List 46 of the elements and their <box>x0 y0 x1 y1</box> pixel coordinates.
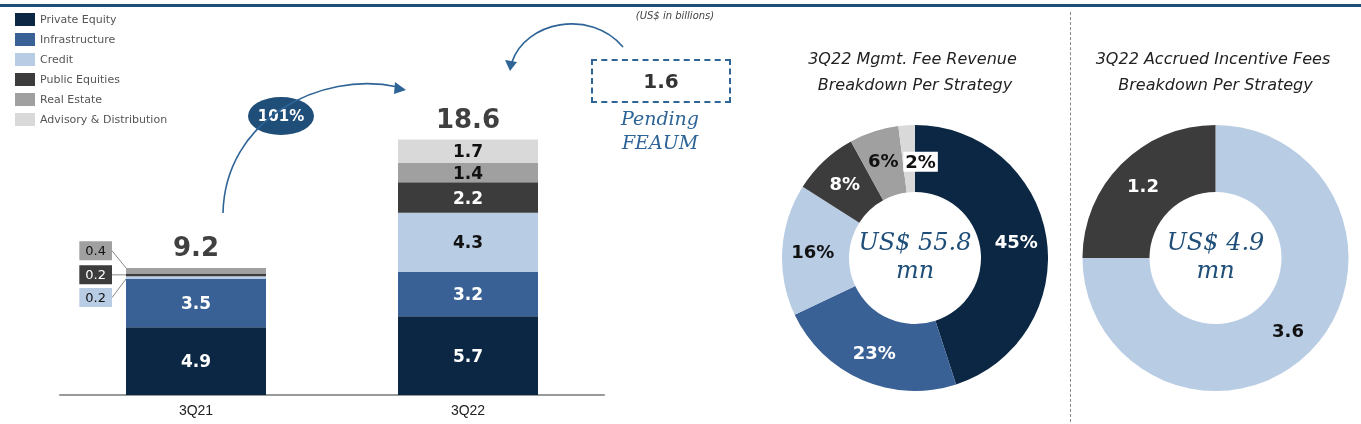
data-label: 16% <box>791 241 835 263</box>
x-tick-label: 3Q21 <box>178 402 214 418</box>
total-label: 18.6 <box>435 103 501 134</box>
bar <box>398 316 538 395</box>
text: 101% <box>248 97 314 135</box>
legend-label: Real Estate <box>40 93 103 106</box>
x-tick-label: 3Q22 <box>450 402 486 418</box>
data-label: 0.2 <box>85 267 106 283</box>
data-label: 0.4 <box>85 243 106 259</box>
data-label: 1.4 <box>452 162 484 183</box>
data-label: 4.9 <box>180 351 212 372</box>
text: 1.6 <box>591 59 731 103</box>
bar <box>398 272 538 317</box>
bar <box>126 279 266 328</box>
data-label: 1.2 <box>1127 175 1159 197</box>
text: US$ 55.8 mn <box>857 228 973 284</box>
legend-label: Private Equity <box>40 13 118 26</box>
text: (US$ in billions) <box>634 10 716 21</box>
data-label: 2.2 <box>452 187 484 208</box>
data-label: 5.7 <box>452 345 484 366</box>
legend-label: Public Equities <box>40 73 121 86</box>
chart-title: 3Q22 Accrued Incentive Fees Breakdown Per Strategy <box>1095 48 1336 94</box>
data-label: 1.7 <box>452 141 484 162</box>
data-label: 6% <box>868 150 899 172</box>
chart-title: 3Q22 Mgmt. Fee Revenue Breakdown Per Strategy <box>808 48 1022 94</box>
legend-label: Credit <box>40 53 74 66</box>
bar <box>398 182 538 213</box>
data-label: 4.3 <box>452 232 484 253</box>
data-label: 3.2 <box>452 284 484 305</box>
data-label: 0.2 <box>85 290 106 306</box>
total-label: 9.2 <box>172 231 220 262</box>
data-label: 45% <box>994 231 1038 253</box>
bar <box>398 163 538 183</box>
bar <box>126 267 266 274</box>
text: US$ 4.9 mn <box>1165 228 1266 284</box>
text: Pending FEAUM <box>619 106 701 154</box>
legend-label: Advisory & Distribution <box>40 113 168 126</box>
bar <box>126 327 266 395</box>
data-label: 2% <box>905 151 936 173</box>
bar <box>398 139 538 163</box>
data-label: 3.5 <box>180 293 212 314</box>
data-label: 8% <box>829 172 861 194</box>
data-label: 23% <box>852 341 896 363</box>
data-label: 3.6 <box>1272 319 1304 341</box>
bar <box>398 212 538 273</box>
legend-label: Infrastructure <box>40 33 116 46</box>
